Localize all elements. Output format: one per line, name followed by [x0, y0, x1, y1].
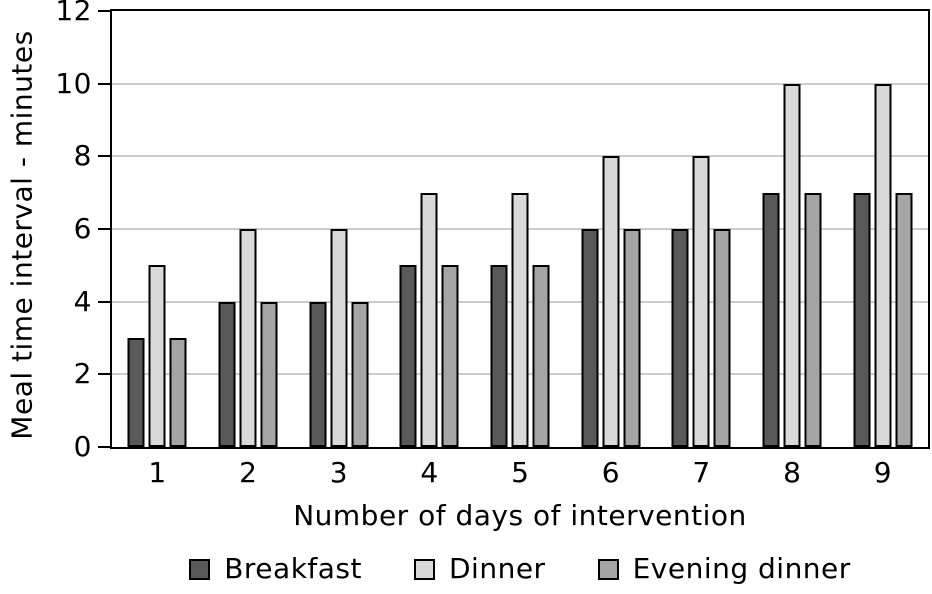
x-axis-title: Number of days of intervention: [293, 499, 747, 532]
y-tick-mark-6: [98, 228, 110, 230]
bar-breakfast-day-9: [853, 192, 871, 447]
bar-group-day-1: [127, 11, 187, 447]
bar-dinner-day-1: [148, 265, 166, 447]
legend-item-evening-dinner: Evening dinner: [597, 552, 851, 585]
x-tick-label-5: 5: [511, 456, 529, 489]
bar-evening-dinner-day-8: [804, 192, 822, 447]
legend-swatch-icon: [189, 558, 211, 580]
x-tick-label-1: 1: [148, 456, 167, 489]
bar-group-day-4: [399, 11, 459, 447]
bar-dinner-day-6: [602, 156, 620, 447]
bar-breakfast-day-5: [490, 265, 508, 447]
bar-breakfast-day-3: [309, 301, 327, 447]
gridline-y-8: [112, 155, 928, 158]
bar-group-day-9: [853, 11, 913, 447]
x-tick-label-4: 4: [420, 456, 439, 489]
bar-breakfast-day-7: [671, 229, 689, 447]
y-tick-label-2: 2: [73, 357, 92, 391]
x-tick-label-6: 6: [601, 456, 620, 489]
bar-dinner-day-8: [783, 83, 801, 447]
x-tick-label-8: 8: [783, 456, 801, 489]
legend-item-dinner: Dinner: [414, 554, 546, 584]
bar-dinner-day-4: [420, 192, 438, 447]
x-tick-label-3: 3: [329, 456, 348, 489]
y-tick-mark-12: [98, 10, 110, 12]
y-tick-label-8: 8: [73, 139, 92, 173]
bar-group-day-8: [762, 11, 822, 447]
y-tick-label-12: 12: [55, 0, 92, 27]
x-tick-label-9: 9: [873, 456, 892, 489]
bar-evening-dinner-day-9: [895, 192, 913, 447]
bar-dinner-day-9: [874, 83, 892, 447]
bar-breakfast-day-6: [581, 229, 599, 447]
legend-label: Evening dinner: [632, 552, 851, 585]
bar-group-day-7: [671, 11, 731, 447]
bar-dinner-day-5: [511, 192, 529, 447]
bar-dinner-day-3: [330, 229, 348, 447]
bar-evening-dinner-day-4: [441, 265, 459, 447]
y-tick-label-6: 6: [73, 212, 92, 245]
bar-evening-dinner-day-7: [713, 229, 731, 447]
bar-evening-dinner-day-5: [532, 265, 550, 447]
plot-area: [98, 9, 930, 449]
legend-item-breakfast: Breakfast: [189, 554, 362, 584]
bar-group-day-2: [218, 11, 278, 447]
y-tick-label-0: 0: [73, 430, 92, 463]
y-tick-label-10: 10: [55, 66, 92, 100]
bar-breakfast-day-2: [218, 301, 236, 447]
bar-dinner-day-7: [692, 156, 710, 447]
y-tick-mark-8: [98, 155, 110, 158]
bar-group-day-3: [309, 11, 369, 447]
legend-swatch-icon: [597, 558, 619, 580]
bar-evening-dinner-day-3: [351, 301, 369, 447]
y-tick-mark-0: [98, 446, 110, 448]
bar-breakfast-day-4: [399, 265, 417, 447]
y-tick-label-4: 4: [73, 284, 92, 318]
legend-label: Breakfast: [224, 552, 362, 585]
legend-label: Dinner: [449, 552, 546, 585]
legend: Breakfast Dinner Evening dinner: [112, 554, 928, 584]
bar-evening-dinner-day-6: [623, 229, 641, 447]
y-tick-mark-2: [98, 373, 110, 376]
gridline-y-10: [112, 82, 928, 85]
bar-evening-dinner-day-2: [260, 301, 278, 447]
y-tick-mark-4: [98, 300, 110, 303]
x-tick-label-7: 7: [692, 456, 711, 489]
y-tick-mark-10: [98, 82, 110, 85]
bar-breakfast-day-8: [762, 192, 780, 447]
bar-group-day-5: [490, 11, 550, 447]
bar-group-day-6: [581, 11, 641, 447]
bar-breakfast-day-1: [127, 338, 145, 447]
bar-evening-dinner-day-1: [169, 338, 187, 447]
x-tick-label-2: 2: [239, 456, 257, 489]
legend-swatch-icon: [414, 558, 435, 580]
bar-dinner-day-2: [239, 229, 257, 447]
